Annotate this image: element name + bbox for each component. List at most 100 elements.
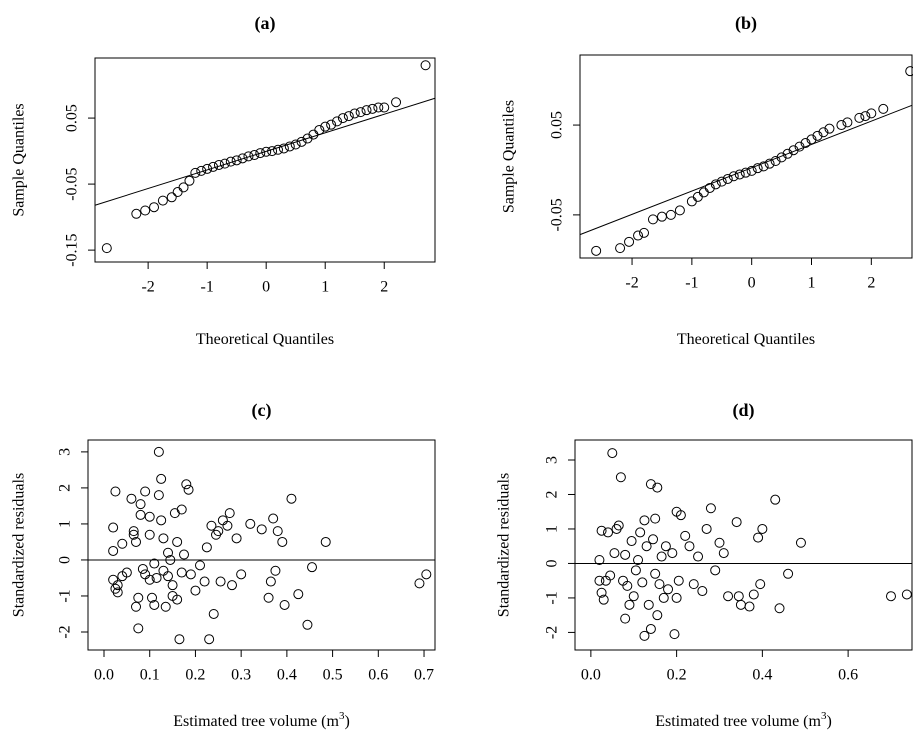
point [249, 150, 260, 161]
point [624, 599, 635, 610]
point [133, 592, 144, 603]
x-axis-label: Estimated tree volume (m3) [173, 710, 350, 730]
point [176, 504, 187, 515]
point [144, 529, 155, 540]
point [645, 623, 656, 634]
point [179, 549, 190, 560]
point [658, 592, 669, 603]
point [204, 634, 215, 645]
point [284, 141, 295, 152]
point [217, 515, 228, 526]
point [645, 479, 656, 490]
point [367, 103, 378, 114]
point [718, 548, 729, 559]
point [673, 575, 684, 586]
point [314, 124, 325, 135]
point [633, 555, 644, 565]
point [201, 542, 212, 553]
point [697, 586, 708, 597]
point [723, 591, 734, 602]
point [108, 545, 119, 556]
point [176, 567, 187, 578]
point [609, 548, 620, 559]
point [639, 227, 650, 238]
point [806, 134, 817, 145]
x-tick-label: 1 [321, 279, 329, 296]
plot-frame [94, 57, 436, 263]
point [172, 536, 183, 547]
y-tick-label: -1 [57, 589, 74, 602]
point [133, 623, 144, 634]
point [905, 66, 913, 77]
point [272, 526, 283, 537]
point [279, 599, 290, 610]
point [783, 568, 794, 579]
point [812, 130, 823, 141]
y-tick-label: -0.05 [64, 167, 81, 200]
point [728, 171, 739, 182]
y-tick-label: 0 [544, 559, 561, 567]
panel-title: (d) [733, 400, 755, 421]
point [184, 175, 195, 186]
qq-reference-line [579, 104, 913, 236]
x-axis-label-text: Estimated tree volume (m [655, 713, 821, 730]
point [866, 108, 877, 119]
plot-frame [574, 439, 913, 651]
point [112, 587, 123, 598]
point [278, 143, 289, 154]
point [650, 568, 661, 579]
point [268, 513, 279, 524]
point [628, 591, 639, 602]
point [656, 211, 667, 222]
point [757, 523, 768, 534]
point [752, 163, 763, 174]
point [421, 569, 432, 580]
point [131, 208, 142, 219]
point [237, 153, 248, 164]
point [613, 520, 624, 531]
point [693, 551, 704, 562]
point [153, 490, 164, 501]
y-tick-label: 1 [544, 525, 561, 533]
point [117, 538, 128, 549]
point [656, 551, 667, 562]
point [343, 111, 354, 122]
point [788, 145, 799, 156]
point [674, 205, 685, 216]
point [208, 161, 219, 172]
point [140, 205, 151, 216]
point [782, 148, 793, 159]
point [854, 112, 865, 123]
point [716, 176, 727, 187]
point [255, 148, 266, 159]
point [178, 182, 189, 193]
x-tick-label: 2 [380, 279, 388, 296]
panel: (c)Estimated tree volume (m3)Standardize… [11, 400, 436, 730]
point [215, 576, 226, 587]
point [641, 541, 652, 552]
y-tick-label: 2 [57, 484, 74, 492]
point [302, 619, 313, 630]
point [615, 472, 626, 483]
point [675, 510, 686, 521]
point [267, 146, 278, 157]
point [202, 163, 213, 174]
y-tick-label: 1 [57, 520, 74, 528]
panel: (b) Theoretical Quantiles Sample Quantiles… [501, 13, 913, 348]
point [174, 634, 185, 645]
x-axis-label-text: Theoretical Quantiles [196, 331, 334, 348]
point [800, 138, 811, 149]
x-tick-label: 2 [867, 275, 875, 292]
point [665, 209, 676, 220]
x-axis-label: Theoretical Quantiles [677, 331, 815, 348]
plot-frame [87, 439, 436, 651]
point [744, 601, 755, 612]
point [165, 554, 176, 565]
point [633, 230, 644, 241]
point [795, 537, 806, 548]
point [885, 591, 896, 602]
point [151, 572, 162, 583]
point [615, 243, 626, 254]
point [692, 191, 703, 202]
